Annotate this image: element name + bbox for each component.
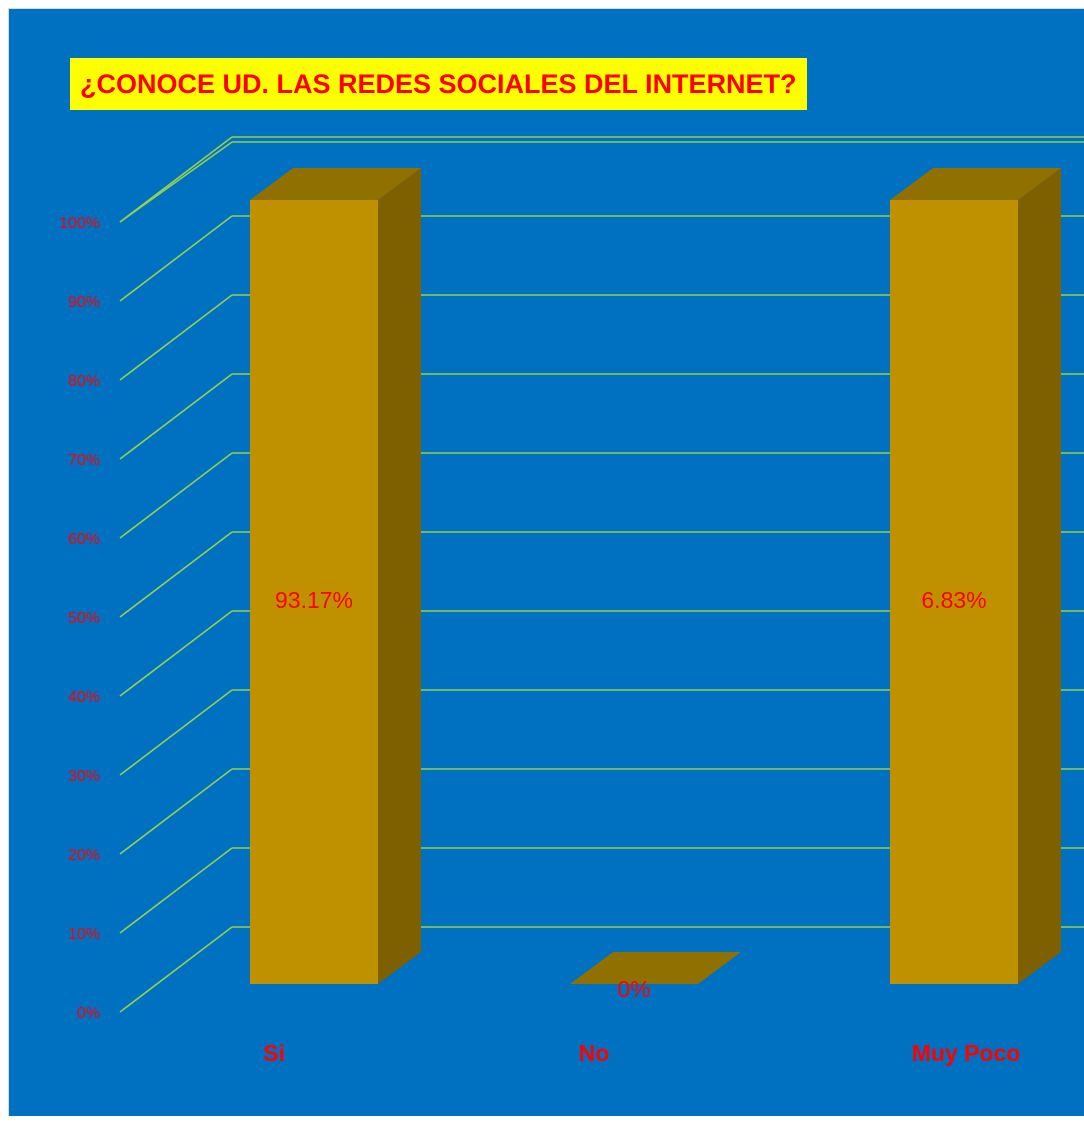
- x-tick-label: No: [579, 1040, 610, 1066]
- gridline-diagonal: [119, 610, 233, 697]
- gridline-diagonal: [119, 452, 233, 539]
- gridline-diagonal: [119, 847, 233, 934]
- bar-side: [378, 168, 421, 984]
- gridline-diagonal: [119, 215, 233, 302]
- bar-top: [250, 168, 421, 200]
- y-tick-label: 10%: [68, 926, 100, 943]
- bar-top: [570, 952, 741, 984]
- gridline-diagonal: [119, 531, 233, 618]
- gridline-diagonal: [119, 294, 233, 381]
- data-label: 0%: [617, 976, 650, 1002]
- y-tick-label: 100%: [59, 215, 100, 232]
- x-tick-label: Muy Poco: [912, 1040, 1021, 1066]
- y-tick-label: 80%: [68, 373, 100, 390]
- bar-side: [1018, 168, 1061, 984]
- gridline-diagonal: [119, 141, 233, 223]
- gridline-diagonal: [119, 768, 233, 855]
- y-tick-label: 0%: [77, 1005, 100, 1022]
- bar-top: [890, 168, 1061, 200]
- gridline-diagonal: [119, 926, 233, 1013]
- chart-title: ¿CONOCE UD. LAS REDES SOCIALES DEL INTER…: [70, 58, 807, 110]
- y-tick-label: 20%: [68, 847, 100, 864]
- y-tick-label: 60%: [68, 531, 100, 548]
- y-tick-label: 50%: [68, 610, 100, 627]
- gridline-diagonal: [119, 373, 233, 460]
- bar: [890, 200, 1018, 984]
- y-tick-label: 30%: [68, 768, 100, 785]
- data-label: 93.17%: [275, 587, 353, 613]
- x-tick-label: Si: [263, 1040, 285, 1066]
- y-tick-label: 70%: [68, 452, 100, 469]
- gridline-diagonal: [119, 689, 233, 776]
- y-tick-label: 90%: [68, 294, 100, 311]
- bar: [250, 200, 378, 984]
- data-label: 6.83%: [921, 587, 986, 613]
- y-tick-label: 40%: [68, 689, 100, 706]
